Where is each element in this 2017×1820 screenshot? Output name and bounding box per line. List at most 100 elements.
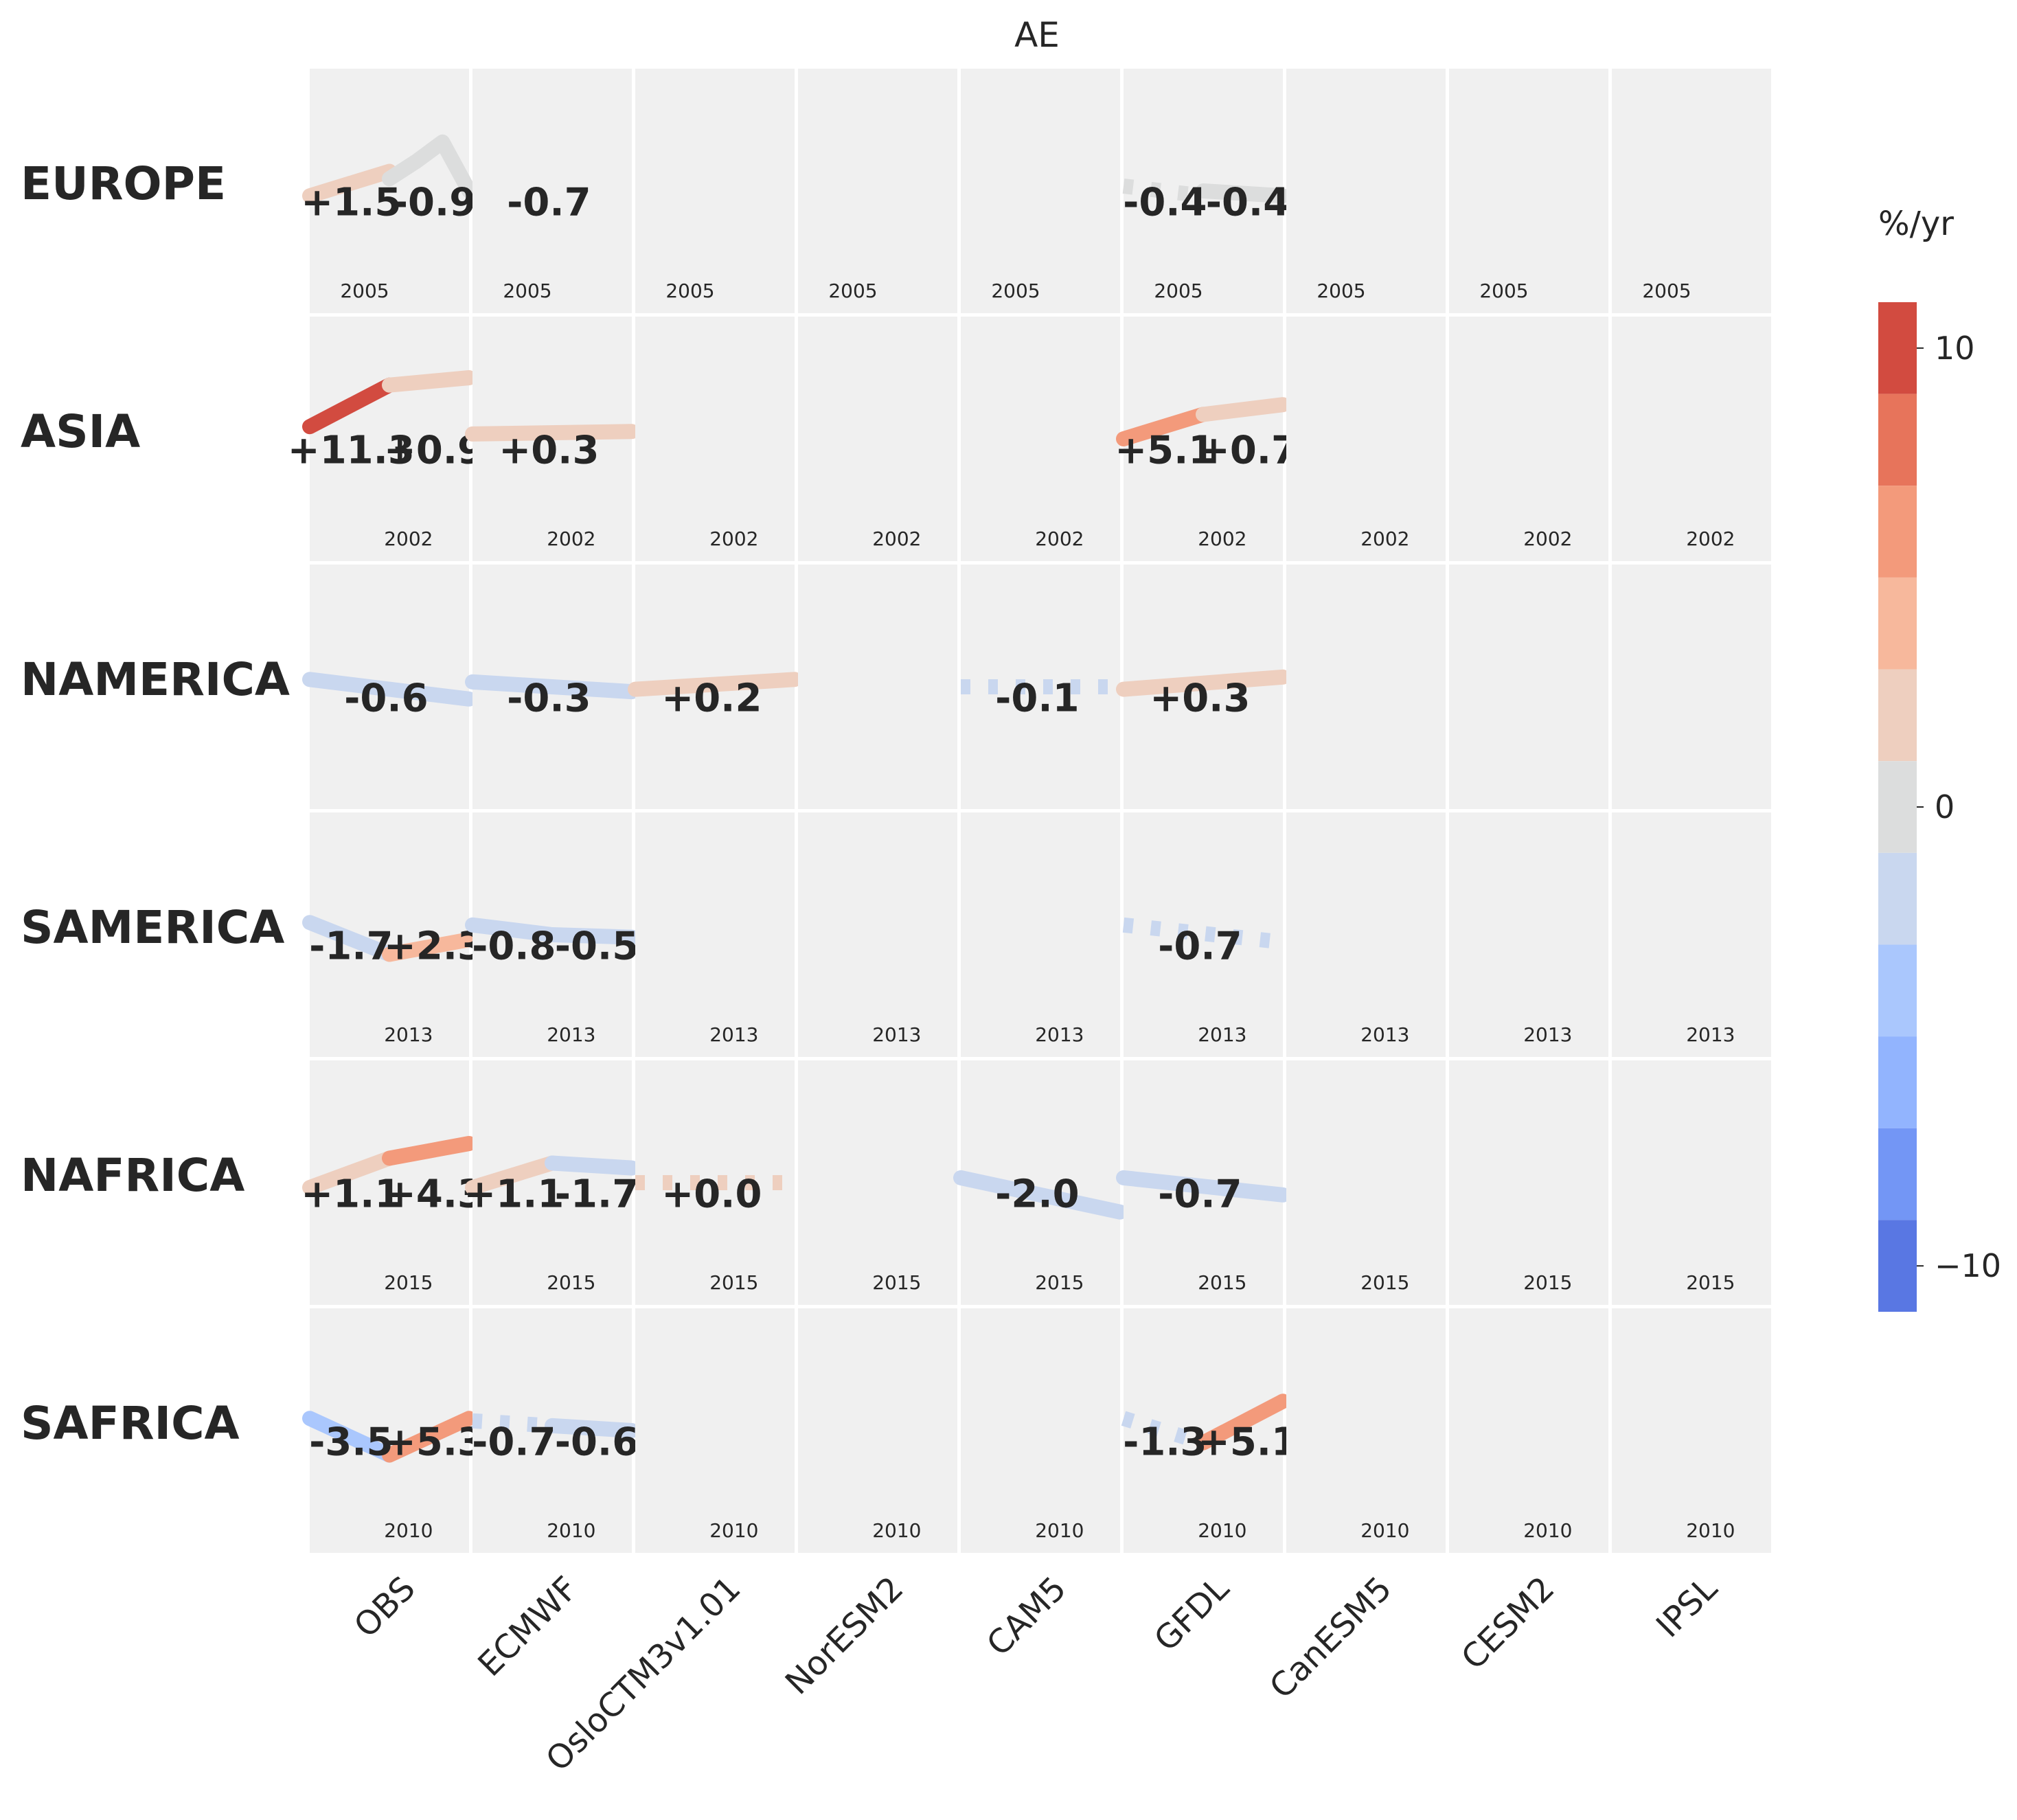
trend-label: -0.1 — [995, 676, 1079, 721]
panel-namerica-cesm2 — [1449, 565, 1608, 809]
year-label: 2002 — [1686, 527, 1735, 550]
trend-label: -2.0 — [995, 1172, 1079, 1217]
trend-line — [1196, 1394, 1290, 1451]
panel-safrica-osloctm3v1.01: 2010 — [635, 1308, 795, 1553]
year-label: 2002 — [709, 527, 758, 550]
trend-label: -0.3 — [507, 676, 591, 721]
trend-label: -0.7 — [472, 1420, 556, 1465]
model-label-gfdl: GFDL — [1147, 1569, 1237, 1659]
colorbar-tick-label: −10 — [1935, 1247, 2001, 1284]
trend-label: -1.7 — [309, 924, 393, 969]
panel-background — [635, 69, 795, 313]
year-label: 2010 — [547, 1519, 595, 1542]
panel-namerica-ipsl — [1612, 565, 1771, 809]
panel-safrica-ipsl: 2010 — [1612, 1308, 1771, 1553]
year-label: 2015 — [709, 1271, 758, 1294]
panel-europe-ecmwf: -0.7 2005 — [472, 69, 632, 313]
panel-asia-gfdl: +5.1+0.7 2002 — [1115, 317, 1298, 561]
colorbar-band — [1878, 1036, 1917, 1128]
panel-background — [635, 1060, 795, 1305]
trend-line — [1116, 669, 1290, 697]
panel-background — [798, 1060, 957, 1305]
panel-nafrica-noresm2: 2015 — [798, 1060, 957, 1305]
panel-background — [1286, 565, 1446, 809]
panel-europe-canesm5: 2005 — [1286, 69, 1446, 313]
year-label: 2002 — [1523, 527, 1572, 550]
panel-asia-ecmwf: +0.3 2002 — [465, 317, 639, 561]
panel-background — [1612, 1308, 1771, 1553]
trend-label: -0.7 — [1158, 1172, 1242, 1217]
trend-line — [465, 674, 639, 700]
trend-line — [465, 424, 639, 442]
panel-background — [635, 1308, 795, 1553]
year-label: 2015 — [384, 1271, 433, 1294]
trend-line — [302, 163, 397, 204]
panel-nafrica-obs: +1.1+4.3 2015 — [301, 1060, 484, 1305]
colorbar-band — [1878, 761, 1917, 853]
panel-nafrica-gfdl: -0.7 2015 — [1116, 1060, 1290, 1305]
panel-europe-obs: +1.5-0.9 2005 — [301, 69, 477, 313]
year-label: 2010 — [384, 1519, 433, 1542]
trend-label: +1.1 — [464, 1172, 564, 1217]
trend-label: +0.7 — [1198, 429, 1298, 473]
panel-background — [798, 317, 957, 561]
year-label: 2013 — [384, 1023, 433, 1046]
year-label: 2005 — [991, 280, 1040, 302]
trend-line — [382, 1136, 477, 1166]
trend-label: -0.5 — [555, 924, 639, 969]
trend-line — [545, 927, 639, 945]
trend-label: -0.9 — [392, 181, 476, 225]
trend-label: +2.3 — [384, 924, 484, 969]
colorbar-band — [1878, 577, 1917, 670]
trend-label: -1.3 — [1123, 1420, 1207, 1465]
panel-namerica-cam5: -0.1 — [961, 565, 1120, 809]
trend-line — [953, 1170, 1128, 1220]
year-label: 2002 — [1035, 527, 1084, 550]
panel-namerica-noresm2 — [798, 565, 957, 809]
panel-background — [1286, 69, 1446, 313]
panel-background — [310, 317, 469, 561]
colorbar-band — [1878, 852, 1917, 945]
colorbar-band — [1878, 394, 1917, 486]
year-label: 2005 — [828, 280, 877, 302]
panel-nafrica-osloctm3v1.01: +0.0 2015 — [635, 1060, 795, 1305]
panel-namerica-obs: -0.6 — [302, 565, 477, 809]
year-label: 2015 — [547, 1271, 595, 1294]
panel-samerica-osloctm3v1.01: 2013 — [635, 812, 795, 1057]
trend-label: -0.6 — [344, 676, 428, 721]
panel-background — [961, 69, 1120, 313]
panel-background — [1449, 1308, 1608, 1553]
panel-background — [635, 812, 795, 1057]
panel-background — [798, 565, 957, 809]
trend-line — [382, 1411, 477, 1463]
panel-background — [961, 565, 1120, 809]
trend-line — [465, 1155, 560, 1196]
panel-background — [1449, 565, 1608, 809]
trend-line — [1116, 1170, 1290, 1203]
year-label: 2005 — [1642, 280, 1691, 302]
trend-label: -0.4 — [1123, 181, 1207, 225]
panel-background — [1449, 1060, 1608, 1305]
panel-europe-gfdl: -0.4-0.4 2005 — [1122, 69, 1290, 313]
region-label-samerica: SAMERICA — [21, 901, 284, 954]
panel-background — [1286, 1060, 1446, 1305]
year-label: 2005 — [1154, 280, 1203, 302]
panel-background — [635, 317, 795, 561]
trend-label: -0.7 — [1158, 924, 1242, 969]
trend-line — [382, 134, 477, 198]
trend-line — [382, 370, 477, 393]
panel-asia-osloctm3v1.01: 2002 — [635, 317, 795, 561]
panel-background — [798, 812, 957, 1057]
trend-label: +5.1 — [1115, 429, 1215, 473]
year-label: 2010 — [1360, 1519, 1409, 1542]
panel-nafrica-ipsl: 2015 — [1612, 1060, 1771, 1305]
trend-label: +0.2 — [661, 676, 762, 721]
panel-nafrica-cam5: -2.0 2015 — [953, 1060, 1128, 1305]
trend-line — [302, 377, 397, 435]
year-label: 2010 — [1198, 1519, 1246, 1542]
panel-background — [1612, 69, 1771, 313]
trend-label: +11.3 — [288, 429, 415, 473]
panel-background — [1612, 565, 1771, 809]
colorbar-band — [1878, 1220, 1917, 1312]
panel-background — [961, 812, 1120, 1057]
